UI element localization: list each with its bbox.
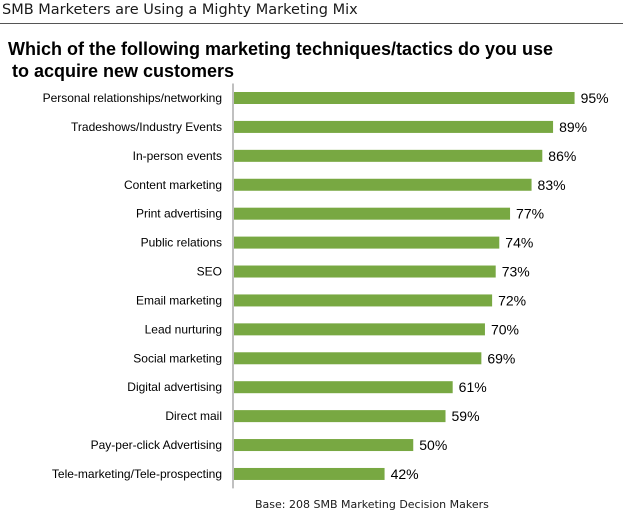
category-label: Social marketing [133,351,222,365]
value-label: 74% [505,235,533,251]
category-label: Content marketing [124,178,222,192]
category-label: Lead nurturing [145,322,222,336]
value-label: 42% [391,466,419,482]
value-label: 73% [502,264,530,280]
header-divider [0,23,623,24]
bar [234,92,575,104]
category-label: Tele-marketing/Tele-prospecting [52,467,222,481]
question-line-1: Which of the following marketing techniq… [8,39,554,59]
bar [234,410,446,423]
bar [234,120,554,133]
value-label: 59% [452,408,480,424]
value-label: 72% [498,292,526,308]
category-label: Tradeshows/Industry Events [71,120,222,134]
bar [234,265,496,278]
value-label: 77% [516,206,544,222]
bars-group: Personal relationships/networking 95% Trad… [43,83,609,489]
category-label: Email marketing [136,293,222,307]
bar [234,467,385,480]
bar [234,236,500,249]
category-label: Pay-per-click Advertising [91,438,222,452]
bar [234,149,543,162]
category-label: In-person events [133,149,222,163]
bar [234,323,485,336]
bar [234,439,414,452]
chart-question: Which of the following marketing techniq… [8,38,608,82]
category-label: Direct mail [165,409,222,423]
bar [234,381,453,394]
bar [234,207,511,220]
bar [234,178,532,191]
value-label: 69% [487,350,515,366]
category-label: Public relations [141,236,222,250]
value-label: 83% [538,177,566,193]
question-line-2: to acquire new customers [12,61,235,81]
base-footnote: Base: 208 SMB Marketing Decision Makers [255,498,489,511]
value-label: 86% [548,148,576,164]
value-label: 89% [559,119,587,135]
bar [234,352,482,365]
value-label: 50% [419,437,447,453]
value-label: 95% [581,90,609,106]
category-label: SEO [197,265,222,279]
header-title: SMB Marketers are Using a Mighty Marketi… [2,2,358,18]
category-label: Personal relationships/networking [43,91,222,105]
bar [234,294,493,307]
value-label: 61% [459,379,487,395]
category-label: Print advertising [136,207,222,221]
value-label: 70% [491,321,519,337]
category-label: Digital advertising [127,380,222,394]
